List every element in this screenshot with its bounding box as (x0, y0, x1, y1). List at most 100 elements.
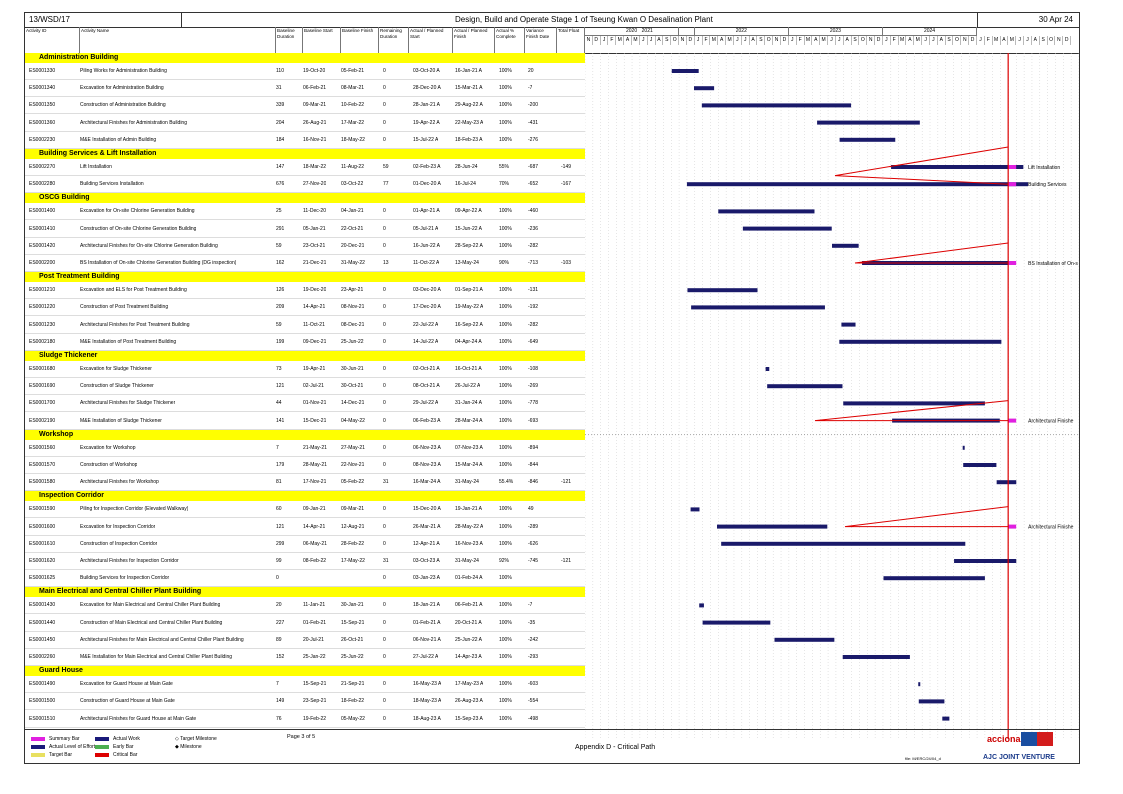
cell-baseline-duration: 149 (276, 698, 285, 705)
cell-actual-planned-finish: 04-Apr-24 A (455, 338, 482, 345)
cell-actual-planned-start: 01-Apr-21 A (413, 208, 440, 215)
table-row[interactable]: ES0001330 Piling Works for Administration… (25, 63, 585, 80)
cell-activity-name: Excavation for Administration Building (80, 85, 164, 92)
cell-activity-id: ES0001350 (29, 102, 56, 109)
cell-variance-finish-date: -778 (528, 400, 539, 407)
cell-actual-planned-finish: 17-May-23 A (455, 681, 484, 688)
cell-remaining-duration: 0 (383, 338, 386, 345)
cell-actual-planned-start: 01-Feb-21 A (413, 619, 441, 626)
cell-baseline-duration: 179 (276, 462, 285, 468)
cell-baseline-start: 09-Jan-21 (303, 506, 326, 513)
table-row[interactable]: ES0001690 Construction of Sludge Thickene… (25, 378, 585, 396)
cell-activity-name: Piling for Inspection Corridor (Elevated… (80, 506, 189, 513)
cell-activity-id: ES0001700 (29, 400, 56, 407)
cell-baseline-start: 06-Feb-21 (303, 85, 327, 92)
cell-variance-finish-date: -282 (528, 242, 539, 249)
cell-baseline-finish: 26-Oct-21 (341, 636, 364, 643)
month-tick: A (656, 36, 664, 45)
table-row[interactable]: ES0002180 M&E Installation of Post Treatm… (25, 334, 585, 351)
cell-activity-name: Excavation for Sludge Thickener (80, 366, 152, 372)
cell-actual-planned-start: 03-Jan-23 A (413, 575, 440, 582)
actual-work-bar (702, 620, 771, 625)
cell-baseline-finish: 25-Jun-22 (341, 654, 364, 660)
actual-work-bar (699, 603, 704, 608)
table-row[interactable]: ES0002280 Building Services Installation 6… (25, 176, 585, 194)
table-row[interactable]: ES0001680 Excavation for Sludge Thickener… (25, 361, 585, 378)
cell-baseline-duration: 81 (276, 479, 282, 486)
cell-baseline-finish: 30-Jan-21 (341, 602, 364, 609)
table-row[interactable]: ES0001350 Construction of Administration … (25, 97, 585, 115)
table-row[interactable]: ES0001610 Construction of Inspection Corr… (25, 536, 585, 553)
cell-baseline-finish: 15-Sep-21 (341, 619, 365, 626)
table-row[interactable]: ES0002260 M&E Installation for Main Elect… (25, 649, 585, 666)
contract-ref: 13/WSD/17 (29, 15, 70, 24)
cell-actual-planned-start: 06-Nov-21 A (413, 636, 441, 643)
cell-baseline-start: 08-Feb-22 (303, 558, 327, 564)
cell-actual-planned-finish: 25-Jun-22 A (455, 636, 482, 643)
table-row[interactable]: ES0002200 BS Installation of On-site Chlo… (25, 255, 585, 272)
cell-actual-complete: 100% (499, 383, 512, 390)
group-header: Administration Building (25, 53, 585, 63)
table-row[interactable]: ES0001490 Excavation for Guard House at M… (25, 676, 585, 694)
table-row[interactable]: ES0001430 Excavation for Main Electrical … (25, 597, 585, 615)
cell-baseline-start: 09-Dec-21 (303, 338, 327, 345)
cell-variance-finish-date: -131 (528, 287, 539, 294)
cell-activity-id: ES0001600 (29, 523, 56, 530)
table-row[interactable]: ES0001440 Construction of Main Electrical… (25, 615, 585, 632)
table-row[interactable]: ES0001560 Excavation for Workshop 7 21-May-… (25, 440, 585, 457)
cell-actual-complete: 100% (499, 136, 512, 143)
table-row[interactable]: ES0001625 Building Services for Inspectio… (25, 570, 585, 588)
actual-work-bar (693, 86, 715, 91)
table-row[interactable]: ES0001230 Architectural Finishes for Post… (25, 317, 585, 334)
table-row[interactable]: ES0001620 Architectural Finishes for Insp… (25, 553, 585, 570)
cell-remaining-duration: 0 (383, 575, 386, 582)
cell-actual-complete: 100% (499, 575, 512, 582)
cell-baseline-finish: 05-Feb-22 (341, 479, 365, 486)
cell-actual-complete: 100% (499, 540, 512, 547)
table-row[interactable]: ES0002230 M&E Installation of Admin Build… (25, 132, 585, 149)
cell-baseline-duration: 121 (276, 383, 285, 390)
table-row[interactable]: ES0001500 Construction of Guard House at … (25, 693, 585, 711)
bar-label: BS Installation of On-s (1028, 261, 1078, 267)
cell-actual-complete: 100% (499, 366, 512, 372)
cell-activity-id: ES0001510 (29, 715, 56, 722)
cell-baseline-duration: 31 (276, 85, 282, 92)
cell-baseline-finish: 17-May-22 (341, 558, 365, 564)
month-tick: M (726, 36, 734, 45)
table-row[interactable]: ES0001600 Excavation for Inspection Corri… (25, 519, 585, 536)
cell-remaining-duration: 0 (383, 602, 386, 609)
cell-actual-planned-start: 29-Jul-22 A (413, 400, 439, 407)
table-row[interactable]: ES0001570 Construction of Workshop 179 28-M… (25, 457, 585, 474)
cell-activity-id: ES0001680 (29, 366, 56, 372)
year-2021: 2021 (600, 27, 695, 36)
table-row[interactable]: ES0001340 Excavation for Administration B… (25, 80, 585, 98)
table-row[interactable]: ES0002270 Lift Installation 147 18-Mar-22 11… (25, 159, 585, 176)
cell-actual-planned-start: 16-Mar-24 A (413, 479, 441, 486)
table-row[interactable]: ES0001580 Architectural Finishes for Work… (25, 474, 585, 492)
cell-activity-id: ES0002230 (29, 136, 56, 143)
cell-baseline-start: 28-May-21 (303, 462, 327, 468)
table-row[interactable]: ES0001410 Construction of On-site Chlorin… (25, 221, 585, 238)
table-row[interactable]: ES0001450 Architectural Finishes for Main… (25, 632, 585, 649)
month-tick: J (828, 36, 836, 45)
table-row[interactable]: ES0002190 M&E Installation of Sludge Thic… (25, 413, 585, 430)
cell-actual-planned-finish: 15-Mar-24 A (455, 462, 483, 468)
cell-baseline-finish: 11-Aug-22 (341, 164, 364, 170)
month-tick: N (961, 36, 970, 45)
table-row[interactable]: ES0001210 Excavation and ELS for Post Tre… (25, 282, 585, 300)
acciona-logo: acciona (987, 734, 1021, 744)
cell-baseline-duration: 59 (276, 242, 282, 249)
month-tick: J (734, 36, 742, 45)
cell-activity-name: Building Services Installation (80, 181, 144, 188)
table-row[interactable]: ES0001400 Excavation for On-site Chlorine… (25, 203, 585, 221)
cell-actual-planned-start: 12-Apr-21 A (413, 540, 440, 547)
table-row[interactable]: ES0001510 Architectural Finishes for Guar… (25, 711, 585, 728)
table-row[interactable]: ES0001360 Architectural Finishes for Admi… (25, 115, 585, 132)
table-row[interactable]: ES0001590 Piling for Inspection Corridor … (25, 501, 585, 519)
month-tick: A (718, 36, 727, 45)
cell-actual-planned-start: 14-Jul-22 A (413, 338, 439, 345)
summary-bar (1008, 182, 1017, 187)
table-row[interactable]: ES0001420 Architectural Finishes for On-s… (25, 238, 585, 255)
table-row[interactable]: ES0001700 Architectural Finishes for Slud… (25, 395, 585, 413)
table-row[interactable]: ES0001220 Construction of Post Treatment … (25, 299, 585, 317)
